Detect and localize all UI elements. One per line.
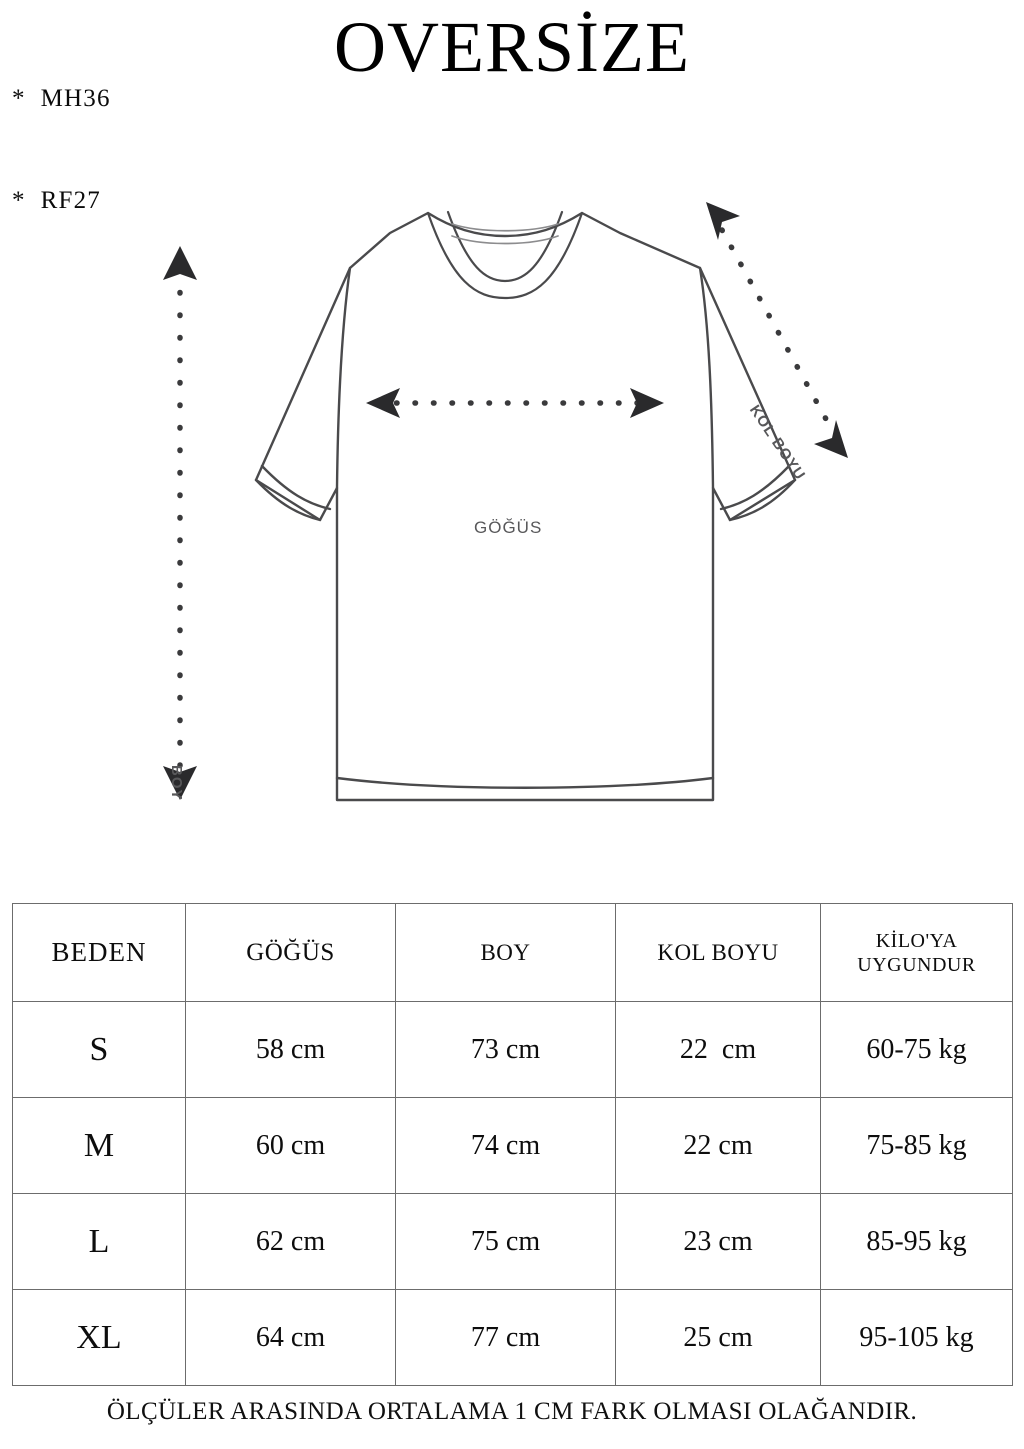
chest-dimension-label: GÖĞÜS (474, 518, 543, 537)
sleeve-arrow-top (706, 202, 740, 240)
left-sleeve-hem (254, 478, 322, 522)
table-row: L 62 cm 75 cm 23 cm 85-95 kg (12, 1193, 1013, 1290)
cell-kol-boyu: 22 cm (615, 1001, 821, 1098)
left-armhole-seam (335, 266, 352, 490)
chest-arrow-right (630, 388, 664, 418)
tshirt-illustration-svg (163, 202, 848, 802)
tshirt-measurement-diagram: GÖĞÜS BOY KOL BOYU (0, 150, 1024, 870)
collar-group (426, 210, 584, 300)
tshirt-outline-path (254, 211, 797, 802)
column-header-beden: BEDEN (12, 903, 186, 1002)
sleeve-arrow-bottom (814, 420, 848, 458)
cell-gogus: 64 cm (185, 1289, 396, 1386)
cell-beden: S (12, 1001, 186, 1098)
cell-kol-boyu: 23 cm (615, 1193, 821, 1290)
cell-kilo: 60-75 kg (820, 1001, 1013, 1098)
cell-gogus: 58 cm (185, 1001, 396, 1098)
length-measure-arrow (163, 246, 197, 800)
page-title: OVERSİZE (334, 7, 690, 87)
cell-kilo: 75-85 kg (820, 1097, 1013, 1194)
cell-boy: 73 cm (395, 1001, 616, 1098)
cell-beden: L (12, 1193, 186, 1290)
column-header-gogus: GÖĞÜS (185, 903, 396, 1002)
cell-beden: M (12, 1097, 186, 1194)
cell-boy: 74 cm (395, 1097, 616, 1194)
table-row: XL 64 cm 77 cm 25 cm 95-105 kg (12, 1289, 1013, 1386)
cell-boy: 75 cm (395, 1193, 616, 1290)
length-arrow-bottom (163, 766, 197, 800)
column-header-kol-boyu: KOL BOYU (615, 903, 821, 1002)
length-dimension-label: BOY (168, 765, 185, 801)
column-header-boy: BOY (395, 903, 616, 1002)
bottom-hem-band (335, 776, 715, 789)
right-sleeve-hem-inner (719, 464, 791, 511)
left-sleeve-hem-inner (260, 464, 332, 511)
cell-gogus: 60 cm (185, 1097, 396, 1194)
product-codes: * MH36 * RF27 (12, 14, 111, 252)
cell-kilo: 85-95 kg (820, 1193, 1013, 1290)
collar-rib-lines (451, 223, 559, 245)
cell-beden: XL (12, 1289, 186, 1386)
right-sleeve-hem (728, 478, 797, 522)
collar-outer (426, 211, 584, 300)
sleeve-dotted-line (719, 227, 835, 433)
right-armhole-seam (698, 266, 715, 490)
cell-gogus: 62 cm (185, 1193, 396, 1290)
table-row: M 60 cm 74 cm 22 cm 75-85 kg (12, 1097, 1013, 1194)
table-row: S 58 cm 73 cm 22 cm 60-75 kg (12, 1001, 1013, 1098)
collar-inner (446, 210, 564, 283)
cell-kilo: 95-105 kg (820, 1289, 1013, 1386)
column-header-kilo: KİLO'YA UYGUNDUR (820, 903, 1013, 1002)
product-code-1: * MH36 (12, 85, 111, 112)
collar-rib-2 (451, 235, 559, 245)
cell-kol-boyu: 22 cm (615, 1097, 821, 1194)
chest-arrow-left (366, 388, 400, 418)
collar-rib-1 (451, 223, 559, 232)
tolerance-note: ÖLÇÜLER ARASINDA ORTALAMA 1 CM FARK OLMA… (106, 1398, 918, 1425)
length-arrow-top (163, 246, 197, 280)
product-code-2: * RF27 (12, 187, 101, 214)
cell-kol-boyu: 25 cm (615, 1289, 821, 1386)
sleeve-measure-arrow (706, 202, 848, 458)
cell-boy: 77 cm (395, 1289, 616, 1386)
chest-measure-arrow (366, 388, 664, 418)
table-header-row: BEDEN GÖĞÜS BOY KOL BOYU KİLO'YA UYGUNDU… (12, 903, 1013, 1002)
size-chart-table: BEDEN GÖĞÜS BOY KOL BOYU KİLO'YA UYGUNDU… (12, 903, 1013, 1386)
